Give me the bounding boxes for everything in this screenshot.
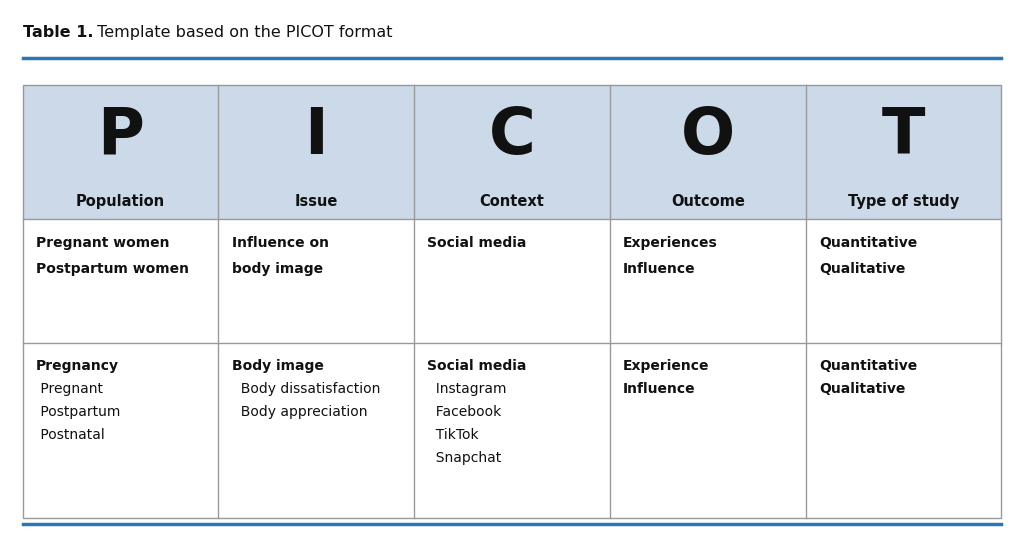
Text: I: I (304, 105, 328, 167)
Text: Body appreciation: Body appreciation (231, 405, 368, 419)
Text: Snapchat: Snapchat (427, 451, 502, 465)
Text: O: O (681, 105, 735, 167)
Text: T: T (882, 105, 926, 167)
Text: Pregnant: Pregnant (36, 382, 102, 396)
Text: Qualitative: Qualitative (819, 262, 905, 276)
Text: Qualitative: Qualitative (819, 382, 905, 396)
Text: Influence on: Influence on (231, 236, 329, 250)
Text: Postpartum: Postpartum (36, 405, 120, 419)
Text: Social media: Social media (427, 236, 526, 250)
Bar (23, 85, 1001, 219)
Text: TikTok: TikTok (427, 428, 479, 442)
Text: Social media: Social media (427, 359, 526, 373)
Text: Issue: Issue (295, 194, 338, 209)
Text: Type of study: Type of study (848, 194, 959, 209)
Text: body image: body image (231, 262, 323, 276)
Text: Template based on the PICOT format: Template based on the PICOT format (92, 25, 392, 39)
Bar (23, 219, 1001, 342)
Text: Outcome: Outcome (671, 194, 744, 209)
Text: Postnatal: Postnatal (36, 428, 104, 442)
Text: C: C (488, 105, 536, 167)
Bar (23, 342, 1001, 518)
Text: Body dissatisfaction: Body dissatisfaction (231, 382, 380, 396)
Text: Pregnancy: Pregnancy (36, 359, 119, 373)
Text: Body image: Body image (231, 359, 324, 373)
Text: Instagram: Instagram (427, 382, 507, 396)
Text: Quantitative: Quantitative (819, 236, 918, 250)
Text: Influence: Influence (624, 382, 696, 396)
Text: Quantitative: Quantitative (819, 359, 918, 373)
Text: Facebook: Facebook (427, 405, 502, 419)
Bar (23, 85, 1001, 518)
Text: Experience: Experience (624, 359, 710, 373)
Text: P: P (97, 105, 143, 167)
Text: Pregnant women: Pregnant women (36, 236, 169, 250)
Text: Experiences: Experiences (624, 236, 718, 250)
Text: Postpartum women: Postpartum women (36, 262, 188, 276)
Text: Influence: Influence (624, 262, 696, 276)
Text: Table 1.: Table 1. (23, 25, 93, 39)
Text: Population: Population (76, 194, 165, 209)
Text: Context: Context (479, 194, 545, 209)
